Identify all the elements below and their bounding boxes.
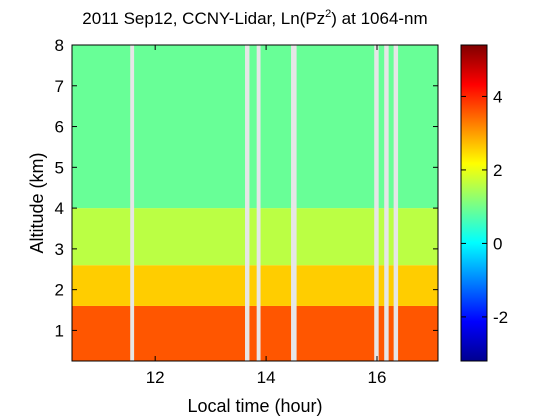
heatmap-layers bbox=[72, 45, 438, 361]
y-tick-label: 7 bbox=[55, 77, 64, 96]
data-gap bbox=[291, 45, 297, 361]
data-gap bbox=[245, 45, 250, 361]
x-tick-label: 12 bbox=[146, 368, 165, 387]
data-gap bbox=[130, 45, 135, 361]
y-tick-label: 6 bbox=[55, 118, 64, 137]
y-tick-label: 4 bbox=[55, 199, 64, 218]
data-gap bbox=[384, 45, 389, 361]
colorbar-tick-label: 2 bbox=[493, 161, 502, 180]
x-tick-label: 14 bbox=[257, 368, 276, 387]
x-axis-label: Local time (hour) bbox=[187, 396, 322, 416]
data-gap bbox=[393, 45, 399, 361]
colorbar-tick-label: 0 bbox=[493, 234, 502, 253]
y-axis-label: Altitude (km) bbox=[27, 152, 47, 253]
data-gaps bbox=[130, 45, 399, 361]
plot-area bbox=[72, 45, 438, 361]
layer-boundary-layer bbox=[72, 305, 438, 361]
plot-frame bbox=[71, 44, 439, 362]
y-tick-label: 2 bbox=[55, 281, 64, 300]
y-axis-ticks: 1 2 3 4 5 6 7 8 bbox=[55, 36, 438, 340]
layer-transition bbox=[72, 265, 438, 306]
x-tick-label: 16 bbox=[368, 368, 387, 387]
layer-upper-free-troposphere bbox=[72, 45, 438, 209]
y-tick-label: 5 bbox=[55, 158, 64, 177]
y-tick-label: 1 bbox=[55, 321, 64, 340]
colorbar-tick-label: -2 bbox=[493, 308, 508, 327]
layer-lower-free-troposphere bbox=[72, 208, 438, 266]
x-axis-ticks: 12 14 16 bbox=[146, 45, 387, 387]
chart-title: 2011 Sep12, CCNY-Lidar, Ln(Pz2) at 1064-… bbox=[82, 8, 427, 28]
data-gap bbox=[256, 45, 261, 361]
colorbar-tick-label: 4 bbox=[493, 87, 502, 106]
colorbar bbox=[460, 44, 488, 362]
y-tick-label: 8 bbox=[55, 36, 64, 55]
colorbar-ticks: -2 0 2 4 bbox=[461, 87, 508, 327]
y-tick-label: 3 bbox=[55, 240, 64, 259]
data-gap bbox=[374, 45, 379, 361]
